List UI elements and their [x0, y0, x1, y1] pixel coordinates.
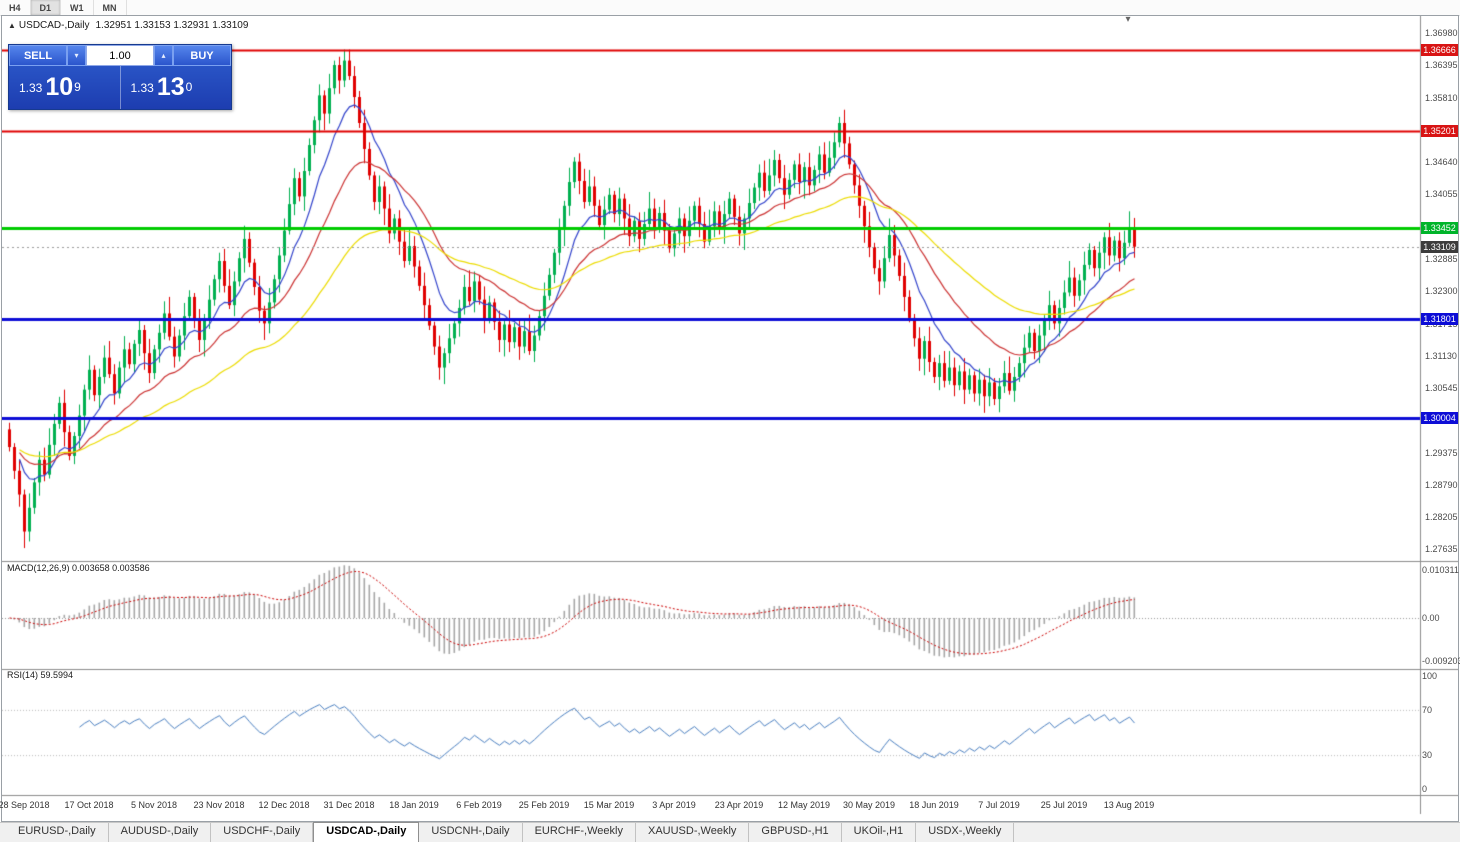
timeframe-button-d1[interactable]: D1: [30, 0, 62, 15]
chart-tab-eurusd-daily[interactable]: EURUSD-,Daily: [6, 823, 109, 842]
timeframe-button-w1[interactable]: W1: [61, 0, 94, 15]
buy-price-prefix: 1.33: [130, 80, 154, 95]
chart-tab-bar: EURUSD-,Daily AUDUSD-,Daily USDCHF-,Daily U…: [0, 822, 1460, 842]
buy-button[interactable]: BUY: [173, 45, 231, 66]
price-line-tag: 1.31801: [1421, 312, 1458, 325]
price-scale-label: 1.31130: [1425, 350, 1457, 361]
price-scale-label: 1.32885: [1425, 254, 1458, 265]
sell-price-prefix: 1.33: [19, 80, 43, 95]
volume-input[interactable]: [86, 45, 154, 66]
chart-tab-audusd-daily[interactable]: AUDUSD-,Daily: [109, 823, 212, 842]
rsi-axis-label: 0: [1422, 784, 1428, 794]
macd-name: MACD(12,26,9): [7, 563, 70, 573]
chart-ohlc-values: 1.32951 1.33153 1.32931 1.33109: [95, 20, 249, 31]
macd-header: MACD(12,26,9) 0.003658 0.003586: [7, 563, 150, 573]
date-axis-label: 23 Nov 2018: [193, 800, 245, 810]
date-axis-label: 7 Jul 2019: [978, 800, 1020, 810]
chart-tab-xauusd-weekly[interactable]: XAUUSD-,Weekly: [636, 823, 750, 842]
buy-price-sup: 0: [185, 79, 193, 94]
price-scale-label: 1.28205: [1425, 512, 1458, 523]
date-axis-label: 17 Oct 2018: [64, 800, 114, 810]
volume-increase-button[interactable]: ▴: [154, 45, 173, 66]
chart-tab-gbpusd-h1[interactable]: GBPUSD-,H1: [749, 823, 842, 842]
price-scale-label: 1.30545: [1425, 383, 1458, 394]
chart-tab-eurchf-weekly[interactable]: EURCHF-,Weekly: [523, 823, 636, 842]
volume-decrease-button[interactable]: ▾: [67, 45, 86, 66]
date-axis-label: 23 Apr 2019: [714, 800, 764, 810]
price-scale-label: 1.34055: [1425, 189, 1458, 200]
date-axis-label: 3 Apr 2019: [652, 800, 696, 810]
price-scale-label: 1.27635: [1425, 543, 1458, 554]
date-axis-label: 6 Feb 2019: [456, 800, 502, 810]
date-axis-label: 13 Aug 2019: [1103, 800, 1155, 810]
sell-price-sup: 9: [74, 79, 81, 94]
rsi-header: RSI(14) 59.5994: [7, 670, 73, 680]
date-axis-label: 25 Feb 2019: [518, 800, 570, 810]
macd-axis-label: -0.009203: [1422, 655, 1460, 666]
date-axis-label: 15 Mar 2019: [583, 800, 635, 810]
date-axis-label: 30 May 2019: [842, 800, 896, 810]
sell-price-big: 10: [45, 73, 74, 101]
price-scale-label: 1.34640: [1425, 157, 1458, 168]
buy-price-big: 13: [156, 73, 185, 101]
date-axis-label: 18 Jun 2019: [909, 800, 959, 810]
chart-symbol-label: USDCAD-,Daily: [18, 20, 90, 31]
price-line-tag: 1.33452: [1421, 221, 1458, 234]
rsi-axis-label: 30: [1422, 750, 1433, 761]
timeframe-button-mn[interactable]: MN: [94, 0, 127, 15]
chevron-down-icon[interactable]: ▾: [1125, 14, 1131, 25]
buy-price[interactable]: 1.33 13 0: [119, 66, 232, 109]
chart-header: ▲ USDCAD-,Daily 1.32951 1.33153 1.32931 1.…: [8, 20, 248, 31]
one-click-trading-widget: SELL ▾ ▴ BUY 1.33 10 9 1.33 13 0: [8, 44, 232, 110]
date-axis-label: 5 Nov 2018: [130, 800, 178, 810]
date-axis-label: 12 May 2019: [777, 800, 831, 810]
date-axis-label: 25 Jul 2019: [1040, 800, 1088, 810]
current-price-tag: 1.33109: [1421, 240, 1458, 253]
timeframe-button-h4[interactable]: H4: [0, 0, 31, 15]
macd-main-value: 0.003658: [72, 563, 110, 573]
date-axis-label: 31 Dec 2018: [323, 800, 375, 810]
date-axis-label: 12 Dec 2018: [258, 800, 310, 810]
rsi-axis-label: 70: [1422, 704, 1433, 715]
price-scale-label: 1.28790: [1425, 480, 1458, 491]
macd-axis-label: 0.00: [1422, 613, 1440, 623]
price-scale-label: 1.36395: [1425, 60, 1458, 71]
rsi-axis-label: 100: [1422, 671, 1438, 681]
trend-up-icon: ▲: [8, 21, 16, 30]
sell-price[interactable]: 1.33 10 9: [9, 66, 120, 109]
chart-canvas[interactable]: [2, 16, 1458, 820]
macd-signal-value: 0.003586: [112, 563, 150, 573]
timeframe-toolbar: H4 D1 W1 MN: [0, 0, 1460, 16]
price-line-tag: 1.36666: [1421, 44, 1458, 57]
sell-button[interactable]: SELL: [9, 45, 67, 66]
chart-tab-usdx-weekly[interactable]: USDX-,Weekly: [916, 823, 1015, 842]
rsi-name: RSI(14): [7, 670, 39, 680]
chart-tab-usdchf-daily[interactable]: USDCHF-,Daily: [211, 823, 314, 842]
price-line-tag: 1.35201: [1421, 125, 1458, 138]
chart-tab-usdcnh-daily[interactable]: USDCNH-,Daily: [419, 823, 523, 842]
chart-tab-usdcad-daily[interactable]: USDCAD-,Daily: [313, 822, 420, 842]
chart-tab-ukoil-h1[interactable]: UKOil-,H1: [842, 823, 917, 842]
price-scale-label: 1.29375: [1425, 447, 1458, 458]
price-line-tag: 1.30004: [1421, 412, 1458, 425]
macd-axis-label: 0.010311: [1422, 565, 1459, 575]
date-axis-label: 18 Jan 2019: [389, 800, 439, 810]
date-axis-label: 28 Sep 2018: [0, 800, 50, 810]
price-scale-label: 1.36980: [1425, 28, 1458, 38]
price-scale-label: 1.32300: [1425, 286, 1458, 297]
rsi-value: 59.5994: [40, 670, 74, 680]
price-scale-label: 1.35810: [1425, 92, 1458, 103]
